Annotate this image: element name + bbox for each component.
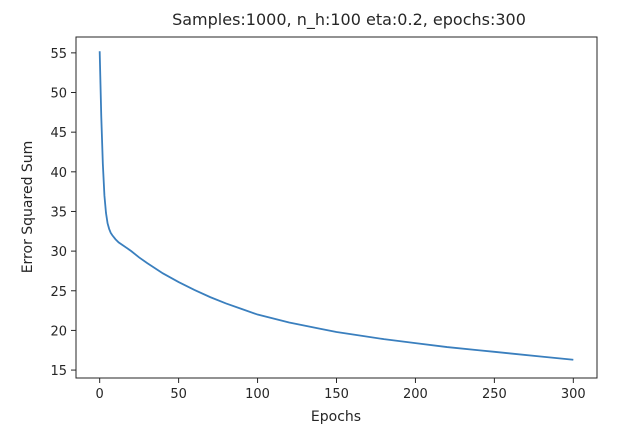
chart-title: Samples:1000, n_h:100 eta:0.2, epochs:30…	[172, 10, 526, 30]
x-tick-label: 100	[245, 387, 270, 402]
plot-area	[75, 36, 598, 379]
x-tick-label: 200	[403, 387, 428, 402]
y-tick-label: 15	[50, 364, 67, 379]
x-axis: 0 50 100 150 200 250 300	[96, 378, 586, 402]
x-tick-label: 300	[561, 387, 586, 402]
y-tick-label: 55	[50, 47, 67, 62]
y-tick-label: 20	[50, 324, 67, 339]
y-tick-label: 25	[50, 285, 67, 300]
y-tick-label: 40	[50, 166, 67, 181]
y-tick-label: 45	[50, 126, 67, 141]
y-tick-label: 30	[50, 245, 67, 260]
x-tick-label: 150	[324, 387, 349, 402]
x-tick-label: 0	[96, 387, 104, 402]
y-tick-label: 35	[50, 205, 67, 220]
x-axis-label: Epochs	[311, 409, 361, 425]
series-line	[98, 51, 574, 361]
x-tick-label: 50	[170, 387, 187, 402]
y-axis: 15 20 25 30 35 40 45 50 55	[50, 47, 76, 379]
y-axis-label: Error Squared Sum	[20, 141, 36, 274]
x-tick-label: 250	[482, 387, 507, 402]
y-tick-label: 50	[50, 87, 67, 102]
